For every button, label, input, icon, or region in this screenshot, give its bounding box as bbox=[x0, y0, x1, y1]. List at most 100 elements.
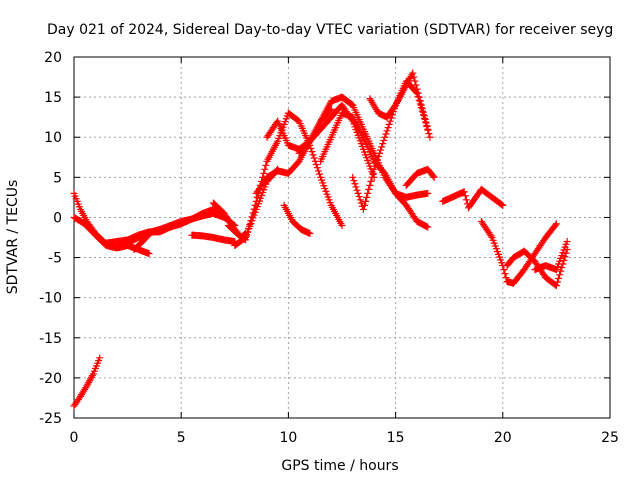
data-point bbox=[349, 173, 357, 181]
axis-ticks: 0 5 10 15 20 25 -25 -20 -15 -10 -5 0 5 10 15 20 bbox=[39, 50, 619, 446]
x-tick-label: 20 bbox=[494, 430, 512, 446]
data-point bbox=[262, 161, 270, 169]
data-point bbox=[367, 177, 375, 185]
data-point bbox=[556, 271, 564, 279]
data-point bbox=[353, 186, 361, 194]
data-point bbox=[307, 144, 315, 152]
data-point bbox=[261, 165, 269, 173]
data-point bbox=[383, 127, 391, 135]
series-arc-r bbox=[366, 69, 434, 141]
data-point bbox=[365, 185, 373, 193]
data-point bbox=[417, 101, 425, 109]
data-point bbox=[416, 97, 424, 105]
data-point bbox=[356, 196, 364, 204]
data-point bbox=[313, 164, 321, 172]
data-point bbox=[366, 181, 374, 189]
series-arc-f bbox=[188, 231, 239, 246]
x-tick-label: 25 bbox=[601, 430, 619, 446]
data-point bbox=[419, 108, 427, 116]
data-point bbox=[501, 270, 509, 278]
data-point bbox=[315, 170, 323, 178]
data-point bbox=[423, 123, 431, 131]
data-point bbox=[377, 146, 385, 154]
data-point bbox=[498, 201, 506, 209]
data-point bbox=[553, 278, 561, 286]
data-point bbox=[355, 193, 363, 201]
data-point bbox=[410, 73, 418, 81]
data-point bbox=[430, 173, 438, 181]
y-tick-label: 15 bbox=[44, 90, 62, 106]
series-arc-l bbox=[280, 201, 314, 237]
data-point bbox=[309, 151, 317, 159]
y-tick-label: -25 bbox=[39, 411, 62, 427]
data-point bbox=[500, 266, 508, 274]
series-arc-m bbox=[284, 109, 346, 229]
data-point bbox=[424, 223, 432, 231]
data-point bbox=[552, 282, 560, 290]
data-point bbox=[359, 205, 367, 213]
data-point bbox=[372, 159, 380, 167]
y-tick-label: -15 bbox=[39, 331, 62, 347]
y-tick-label: 20 bbox=[44, 50, 62, 66]
plot-frame bbox=[73, 56, 611, 419]
series-arc-t bbox=[439, 185, 507, 212]
x-tick-label: 10 bbox=[279, 430, 297, 446]
data-point bbox=[371, 162, 379, 170]
y-tick-label: 5 bbox=[53, 170, 62, 186]
data-point bbox=[351, 180, 359, 188]
data-point bbox=[386, 117, 394, 125]
data-point bbox=[306, 229, 314, 237]
data-point bbox=[551, 221, 559, 229]
data-point bbox=[413, 85, 421, 93]
y-tick-label: -10 bbox=[39, 291, 62, 307]
data-point bbox=[376, 149, 384, 157]
x-axis-label: GPS time / hours bbox=[281, 458, 398, 474]
y-axis-label: SDTVAR / TECUs bbox=[5, 180, 21, 295]
series-arc-c bbox=[70, 213, 153, 258]
data-point bbox=[415, 93, 423, 101]
series-arc-a bbox=[70, 354, 104, 410]
data-point bbox=[362, 197, 370, 205]
data-point bbox=[426, 133, 434, 141]
data-point bbox=[312, 160, 320, 168]
data-point bbox=[96, 354, 104, 362]
data-point bbox=[380, 136, 388, 144]
x-tick-label: 5 bbox=[177, 430, 186, 446]
grid-lines bbox=[74, 57, 610, 418]
data-point bbox=[354, 189, 362, 197]
y-tick-label: -5 bbox=[48, 251, 62, 267]
series-arc-u bbox=[477, 217, 560, 287]
data-point bbox=[145, 250, 153, 258]
data-point bbox=[422, 119, 430, 127]
data-point bbox=[370, 165, 378, 173]
y-tick-label: 0 bbox=[53, 210, 62, 226]
data-point bbox=[327, 105, 335, 113]
data-point bbox=[420, 112, 428, 120]
data-point bbox=[461, 192, 469, 200]
data-point bbox=[88, 372, 96, 380]
series-arc-p bbox=[338, 93, 432, 231]
data-point bbox=[379, 140, 387, 148]
data-point bbox=[555, 274, 563, 282]
data-point bbox=[308, 148, 316, 156]
data-point bbox=[240, 234, 248, 242]
data-point bbox=[363, 193, 371, 201]
data-point bbox=[412, 81, 420, 89]
data-point bbox=[552, 220, 560, 228]
data-point bbox=[373, 156, 381, 164]
data-point bbox=[382, 130, 390, 138]
data-series bbox=[70, 69, 571, 410]
data-point bbox=[499, 201, 507, 209]
data-point bbox=[368, 173, 376, 181]
data-point bbox=[462, 196, 470, 204]
series-arc-v bbox=[503, 246, 571, 290]
x-tick-label: 15 bbox=[387, 430, 405, 446]
data-point bbox=[418, 105, 426, 113]
data-point bbox=[425, 130, 433, 138]
chart-title: Day 021 of 2024, Sidereal Day-to-day VTE… bbox=[47, 22, 613, 38]
x-tick-label: 0 bbox=[70, 430, 79, 446]
data-point bbox=[563, 238, 571, 246]
data-point bbox=[384, 124, 392, 132]
data-point bbox=[411, 77, 419, 85]
data-point bbox=[364, 189, 372, 197]
